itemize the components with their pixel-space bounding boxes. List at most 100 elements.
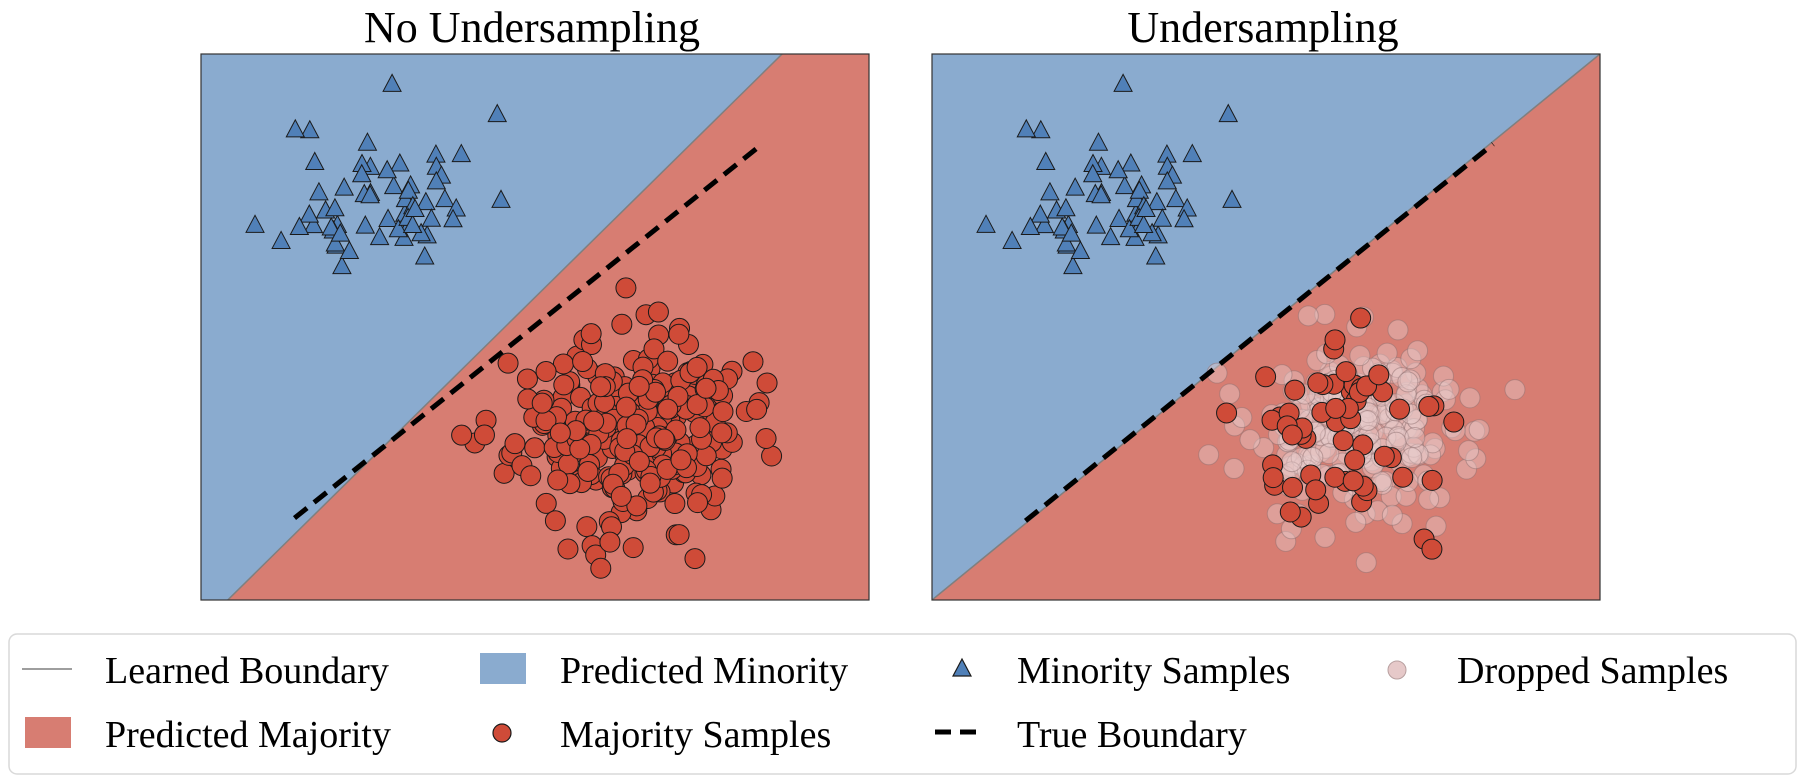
majority-sample-point bbox=[590, 557, 612, 579]
legend-label-majority-samples: Majority Samples bbox=[560, 714, 831, 756]
dropped-sample-point bbox=[1387, 426, 1409, 448]
dropped-sample-point bbox=[1404, 426, 1426, 448]
minority-sample-point bbox=[330, 223, 351, 242]
minority-sample-point bbox=[351, 163, 372, 183]
majority-sample-point bbox=[664, 493, 686, 515]
majority-sample-point bbox=[626, 495, 648, 517]
minority-sample-point bbox=[1152, 208, 1173, 227]
majority-sample-point bbox=[622, 537, 644, 559]
majority-sample-point bbox=[557, 538, 579, 560]
dropped-sample-point bbox=[1387, 319, 1409, 341]
minority-sample-point bbox=[1030, 119, 1051, 139]
majority-sample-point bbox=[583, 410, 605, 432]
legend-majority-samples-marker bbox=[492, 723, 512, 743]
majority-sample-point bbox=[553, 374, 575, 396]
minority-sample-point bbox=[271, 230, 291, 249]
minority-sample-point bbox=[1088, 132, 1109, 151]
majority-sample-point bbox=[569, 438, 591, 460]
plot-frame bbox=[931, 53, 1601, 601]
legend-label-predicted-majority: Predicted Majority bbox=[105, 714, 391, 756]
majority-sample-point bbox=[668, 524, 690, 546]
minority-sample-point bbox=[1133, 214, 1154, 233]
legend-dropped-samples-marker bbox=[1387, 660, 1407, 680]
dropped-sample-point bbox=[1429, 487, 1451, 509]
majority-sample-point bbox=[1332, 430, 1354, 452]
minority-sample-point bbox=[443, 208, 463, 228]
majority-sample-point bbox=[615, 396, 637, 418]
minority-sample-point bbox=[405, 198, 425, 218]
minority-sample-point bbox=[1182, 143, 1203, 163]
minority-sample-point bbox=[299, 204, 320, 223]
dropped-sample-point bbox=[1198, 444, 1220, 466]
plot-body bbox=[201, 54, 869, 600]
majority-sample-point bbox=[615, 277, 637, 299]
minority-sample-point bbox=[435, 188, 455, 208]
dropped-sample-point bbox=[1418, 488, 1440, 510]
majority-sample-point bbox=[1344, 449, 1366, 471]
minority-sample-point bbox=[339, 240, 360, 259]
majority-sample-point bbox=[535, 360, 557, 382]
minority-sample-point bbox=[487, 103, 508, 123]
majority-sample-point bbox=[473, 424, 495, 446]
minority-sample-point bbox=[388, 218, 409, 238]
minority-sample-point bbox=[1065, 177, 1086, 196]
minority-sample-point bbox=[426, 170, 447, 190]
minority-sample-point bbox=[1157, 170, 1178, 190]
majority-sample-point bbox=[1216, 402, 1238, 424]
majority-sample-point bbox=[668, 323, 690, 345]
minority-sample-point bbox=[1109, 208, 1129, 227]
majority-sample-point bbox=[746, 398, 768, 420]
dropped-sample-point bbox=[1314, 526, 1336, 548]
majority-sample-point bbox=[504, 433, 526, 455]
dropped-sample-point bbox=[1407, 443, 1429, 465]
minority-sample-point bbox=[1020, 216, 1041, 236]
majority-sample-point bbox=[1418, 395, 1440, 417]
minority-sample-point bbox=[285, 118, 306, 138]
panel-undersampling: Undersampling bbox=[931, 3, 1601, 601]
majority-sample-point bbox=[684, 548, 706, 570]
legend: Learned Boundary Predicted Minority Mino… bbox=[8, 633, 1797, 775]
majority-sample-point bbox=[755, 427, 777, 449]
plot-area bbox=[931, 53, 1601, 601]
dropped-sample-point bbox=[1275, 530, 1297, 552]
majority-sample-point bbox=[687, 492, 709, 514]
minority-sample-point bbox=[398, 180, 419, 199]
minority-sample-point bbox=[1040, 181, 1060, 201]
majority-sample-point bbox=[544, 510, 566, 532]
dropped-sample-point bbox=[1349, 345, 1371, 367]
legend-label-predicted-minority: Predicted Minority bbox=[560, 650, 848, 692]
dropped-sample-point bbox=[1438, 378, 1460, 400]
majority-sample-point bbox=[1443, 411, 1465, 433]
minority-sample-point bbox=[1129, 180, 1150, 199]
legend-predicted-majority-swatch bbox=[25, 717, 71, 748]
dropped-sample-point bbox=[1302, 446, 1324, 468]
majority-sample-point bbox=[761, 445, 783, 467]
majority-sample-point bbox=[1421, 538, 1443, 560]
minority-sample-point bbox=[1113, 73, 1133, 92]
majority-sample-point bbox=[1307, 372, 1329, 394]
dropped-sample-point bbox=[1381, 504, 1403, 526]
minority-sample-point bbox=[1121, 152, 1141, 172]
dropped-sample-point bbox=[1239, 429, 1261, 451]
minority-sample-point bbox=[1056, 197, 1076, 217]
minority-sample-point bbox=[1052, 216, 1073, 236]
majority-sample-point bbox=[1392, 466, 1414, 488]
plot-frame bbox=[200, 53, 870, 601]
majority-sample-point bbox=[686, 356, 708, 378]
dropped-sample-point bbox=[1407, 340, 1429, 362]
majority-sample-point bbox=[1324, 329, 1346, 351]
dropped-sample-point bbox=[1468, 419, 1490, 441]
majority-sample-point bbox=[643, 338, 665, 360]
majority-sample-point bbox=[520, 465, 542, 487]
legend-label-dropped-samples: Dropped Samples bbox=[1457, 650, 1728, 692]
majority-sample-point bbox=[572, 351, 594, 373]
minority-sample-point bbox=[1056, 232, 1077, 252]
dropped-sample-point bbox=[1314, 303, 1336, 325]
minority-sample-point bbox=[1166, 188, 1186, 208]
majority-sample-point bbox=[549, 422, 571, 444]
legend-predicted-minority-swatch bbox=[480, 653, 526, 684]
minority-sample-point bbox=[1119, 218, 1140, 238]
dropped-sample-point bbox=[1458, 440, 1480, 462]
dropped-sample-point bbox=[1459, 387, 1481, 409]
minority-sample-point bbox=[1218, 103, 1239, 123]
